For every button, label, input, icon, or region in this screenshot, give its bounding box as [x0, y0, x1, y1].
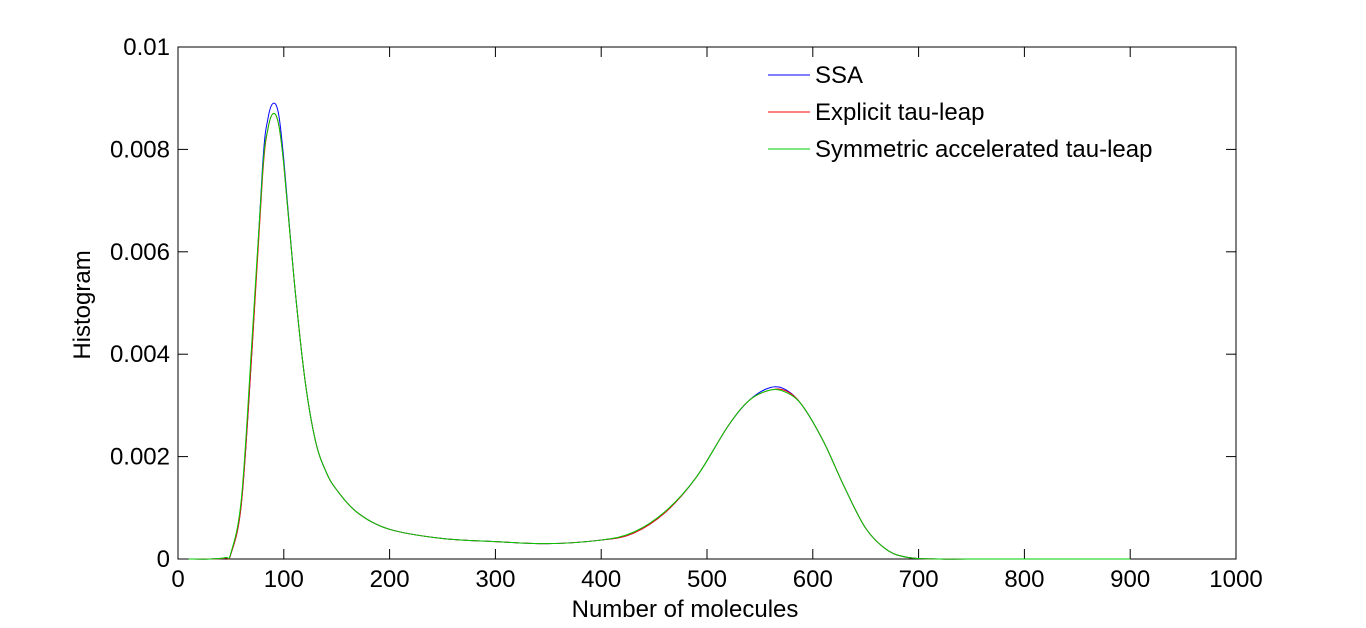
legend-label: SSA	[815, 62, 863, 89]
x-tick-label: 400	[581, 566, 621, 593]
series-lines	[188, 102, 1131, 560]
y-tick-label: 0.008	[110, 136, 170, 163]
legend-label: Symmetric accelerated tau-leap	[815, 136, 1152, 163]
y-tick-label: 0	[157, 546, 170, 573]
x-tick-label: 500	[687, 566, 727, 593]
x-tick-label: 1000	[1209, 566, 1262, 593]
legend-label: Explicit tau-leap	[815, 99, 984, 126]
y-tick-label: 0.002	[110, 444, 170, 471]
x-tick-label: 0	[171, 566, 184, 593]
axis-ticks: 0 100 200 300 400 500 600 700 800 900 1000 0 0.002 0.…	[110, 34, 1263, 593]
y-tick-label: 0.006	[110, 239, 170, 266]
legend: SSA Explicit tau-leap Symmetric accelerate…	[768, 62, 1152, 163]
x-tick-label: 100	[264, 566, 304, 593]
y-tick-label: 0.004	[110, 341, 170, 368]
x-tick-label: 300	[475, 566, 515, 593]
x-tick-label: 800	[1004, 566, 1044, 593]
x-axis-label: Number of molecules	[572, 596, 799, 623]
x-tick-label: 900	[1110, 566, 1150, 593]
x-tick-label: 200	[370, 566, 410, 593]
series-line-3	[188, 112, 1131, 560]
y-axis-label: Histogram	[69, 250, 96, 359]
y-tick-label: 0.01	[123, 34, 170, 61]
x-tick-label: 700	[899, 566, 939, 593]
x-tick-label: 600	[793, 566, 833, 593]
